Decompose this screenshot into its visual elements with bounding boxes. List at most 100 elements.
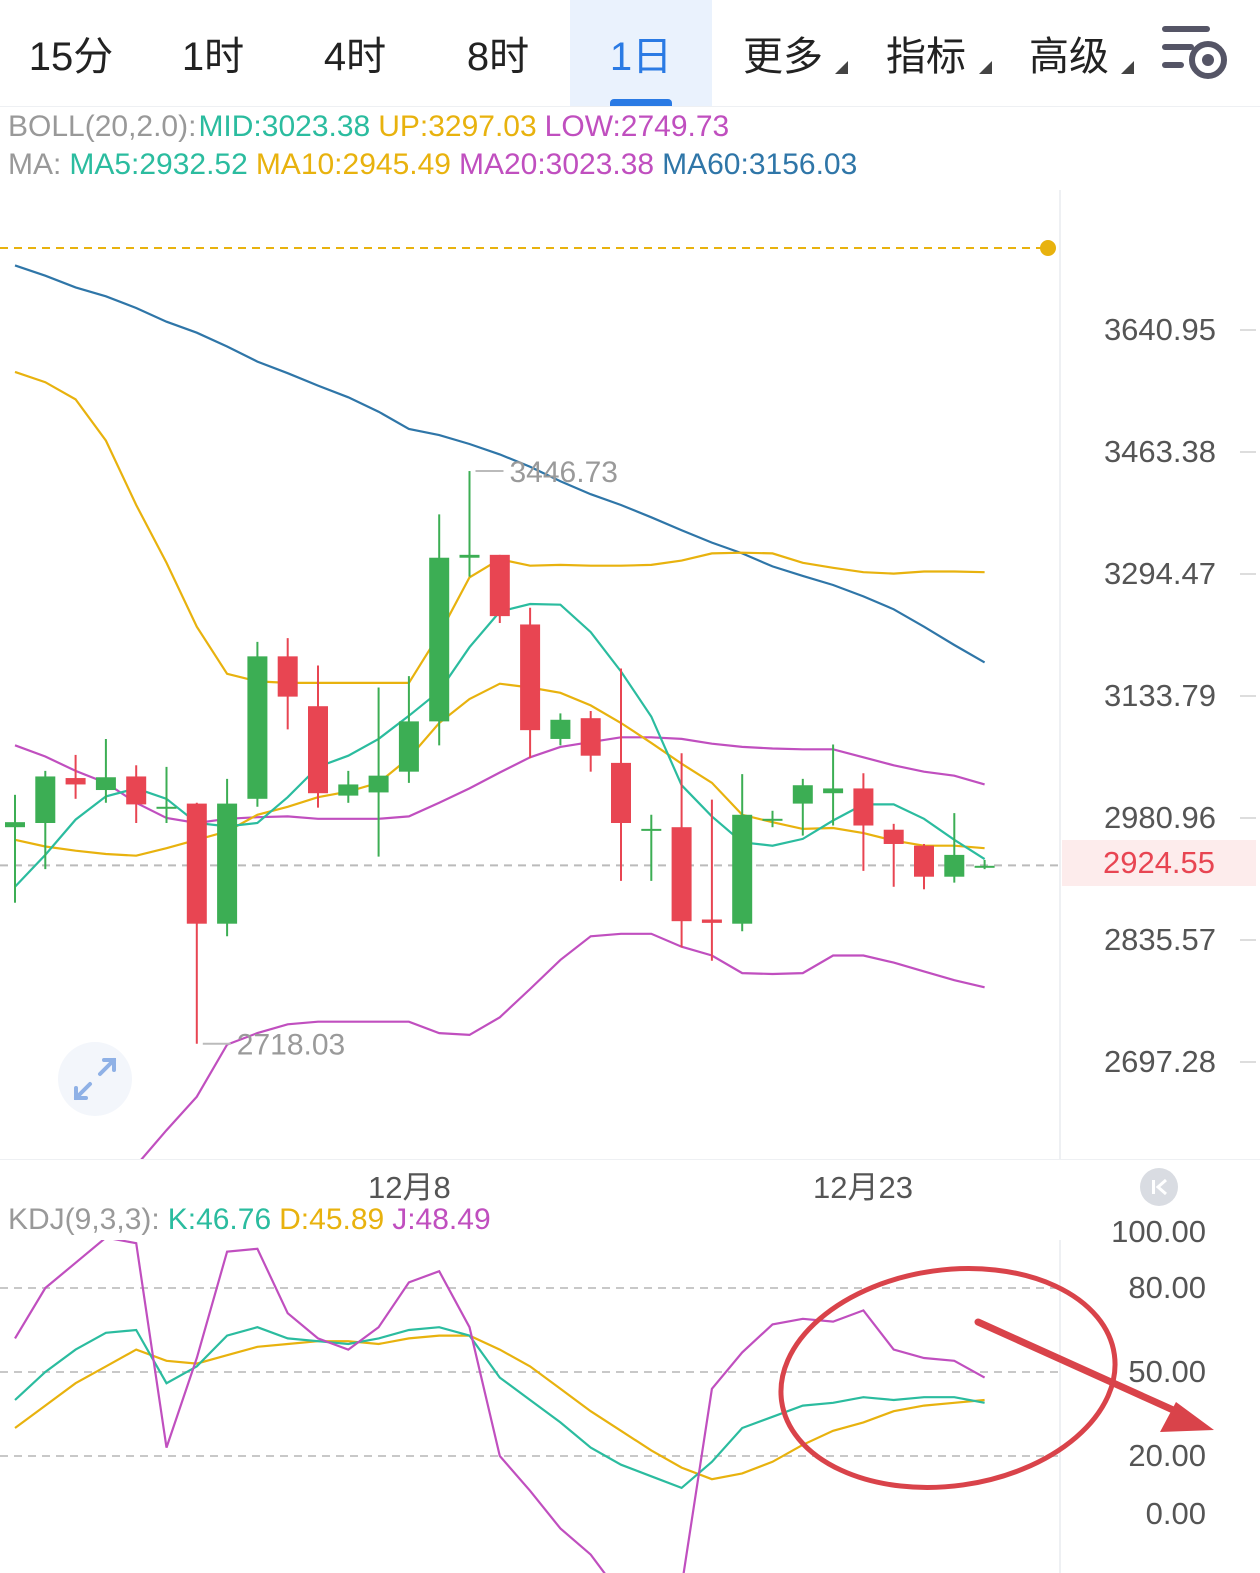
price-axis-label: 2697.28 xyxy=(1103,1044,1216,1079)
candle xyxy=(429,514,450,746)
candle xyxy=(823,744,844,826)
candle-body xyxy=(853,788,874,826)
candle-body xyxy=(823,788,844,794)
candle xyxy=(35,770,56,870)
kdj-axis-label: 20.00 xyxy=(1128,1438,1206,1473)
ma-prefix: MA: xyxy=(8,148,62,181)
high-price-label: 3446.73 xyxy=(510,456,618,489)
price-alert-dot xyxy=(1040,240,1056,256)
candle-body xyxy=(641,828,662,831)
chart-settings-icon[interactable] xyxy=(1160,20,1230,86)
kdj-axis-label: 50.00 xyxy=(1128,1354,1206,1389)
candle xyxy=(671,753,692,948)
candle xyxy=(732,774,753,932)
candle-body xyxy=(883,829,904,844)
candle-body xyxy=(489,554,510,617)
boll-up-line xyxy=(14,370,985,685)
kdj-axis-label: 80.00 xyxy=(1128,1270,1206,1305)
candle xyxy=(65,754,86,799)
price-axis-label: 3133.79 xyxy=(1103,678,1216,713)
candle-body xyxy=(95,777,116,791)
ma20-value: MA20:3023.38 xyxy=(458,148,655,181)
candle-body xyxy=(5,822,25,828)
date-label-dec8: 12月8 xyxy=(368,1170,451,1205)
candlestick-chart[interactable]: 3446.73 2718.03 xyxy=(0,190,1260,1160)
price-axis-label: 3463.38 xyxy=(1103,434,1216,469)
kdj-k-line xyxy=(14,1326,985,1490)
candle-body xyxy=(65,778,86,785)
candle-body xyxy=(701,919,722,923)
candle xyxy=(277,638,298,730)
kdj-j-line xyxy=(14,1240,986,1573)
price-axis-label: 2835.57 xyxy=(1103,922,1216,957)
candle-body xyxy=(762,818,783,821)
price-axis-label: 3640.95 xyxy=(1103,312,1216,347)
ma5-value: MA5:2932.52 xyxy=(69,148,248,181)
tab-1[interactable]: 15分 xyxy=(0,0,142,106)
candle xyxy=(459,471,480,577)
candle xyxy=(550,713,571,746)
candle-body xyxy=(459,554,480,558)
kdj-prefix: KDJ(9,3,3): xyxy=(8,1203,160,1236)
candle-body xyxy=(186,803,207,924)
tab-2[interactable]: 1时 xyxy=(142,0,284,106)
highlight-circle xyxy=(778,1266,1118,1490)
candle xyxy=(701,799,722,961)
candle xyxy=(489,554,510,623)
period-tab-bar: 15分 1时 4时 8时 1日 更多 指标 高级 xyxy=(0,0,1260,107)
price-axis-label: 2980.96 xyxy=(1103,800,1216,835)
candle-body xyxy=(338,784,359,796)
candle xyxy=(792,778,813,836)
candle xyxy=(338,770,359,803)
candle xyxy=(398,676,419,783)
kdj-legend: KDJ(9,3,3): K:46.76 D:45.89 J:48.49 xyxy=(8,1203,499,1237)
kdj-d: D:45.89 xyxy=(279,1203,385,1236)
candle-body xyxy=(550,719,571,739)
candle-body xyxy=(520,624,541,731)
tab-3[interactable]: 4时 xyxy=(284,0,426,106)
candle-body xyxy=(368,775,389,793)
tab-6[interactable]: 更多 xyxy=(712,0,854,106)
candle xyxy=(217,778,238,937)
trend-arrow-line xyxy=(974,1318,1186,1418)
tab-label: 15分 xyxy=(28,35,114,79)
candle-body xyxy=(944,854,965,877)
expand-button[interactable] xyxy=(58,1042,132,1116)
candle-body xyxy=(277,656,298,697)
boll-low-line xyxy=(139,932,985,1160)
candle xyxy=(944,813,965,883)
tab-5[interactable]: 1日 xyxy=(570,0,712,106)
candle-body xyxy=(247,656,268,799)
kdj-d-line xyxy=(14,1334,985,1481)
ma60-value: MA60:3156.03 xyxy=(662,148,858,181)
kdj-j: J:48.49 xyxy=(392,1203,491,1236)
ma10-value: MA10:2945.49 xyxy=(255,148,451,181)
kdj-axis-label: 0.00 xyxy=(1145,1496,1206,1531)
candle-body xyxy=(732,814,753,924)
tab-8[interactable]: 高级 xyxy=(998,0,1140,106)
ma10-line xyxy=(14,682,985,857)
tab-7[interactable]: 指标 xyxy=(854,0,998,106)
candle-body xyxy=(671,827,692,922)
boll-mid: MID:3023.38 xyxy=(198,110,371,143)
boll-prefix: BOLL(20,2.0): xyxy=(8,110,197,143)
boll-legend: BOLL(20,2.0):MID:3023.38 UP:3297.03 LOW:27… xyxy=(8,110,737,144)
tab-4[interactable]: 8时 xyxy=(426,0,570,106)
candle-body xyxy=(792,785,813,804)
candle-body xyxy=(217,803,238,924)
back-to-latest-button[interactable] xyxy=(1140,1168,1178,1206)
dropdown-triangle-icon xyxy=(835,61,848,74)
candle xyxy=(520,607,541,759)
trend-arrow-icon xyxy=(1160,1402,1214,1432)
candle xyxy=(5,794,25,903)
boll-mid-line xyxy=(14,736,985,825)
candle xyxy=(580,710,601,772)
boll-up: UP:3297.03 xyxy=(378,110,537,143)
kdj-chart[interactable] xyxy=(0,1240,1260,1573)
candle-body xyxy=(126,776,147,805)
candle xyxy=(641,814,662,881)
boll-low: LOW:2749.73 xyxy=(544,110,730,143)
candle-body xyxy=(429,557,450,722)
tab-label: 更多 xyxy=(743,35,823,79)
candle xyxy=(308,665,328,808)
